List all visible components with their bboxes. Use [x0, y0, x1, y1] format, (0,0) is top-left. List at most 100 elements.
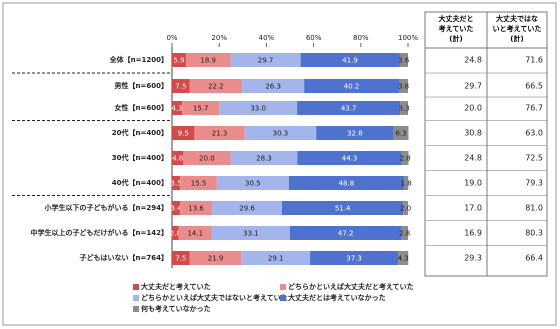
- table-cell: 24.8: [464, 154, 482, 163]
- bar-segment: [297, 151, 402, 165]
- table-cell: 71.6: [525, 56, 543, 65]
- bar-segment: [182, 101, 220, 115]
- data-label: 13.6: [188, 205, 204, 213]
- legend-label: どちらかといえば大丈夫ではないと考えていた: [141, 293, 288, 302]
- data-label: 29.6: [239, 205, 255, 213]
- data-label: 22.2: [208, 83, 224, 91]
- x-tick-label: 20%: [211, 34, 227, 42]
- data-label: 2.0: [400, 205, 411, 213]
- bar-segment: [211, 226, 290, 240]
- data-label: 7.5: [175, 255, 186, 263]
- bar-segment: [172, 126, 195, 140]
- data-label: 3.8: [398, 83, 409, 91]
- data-label: 3.5: [171, 180, 182, 188]
- bar-segment: [300, 53, 400, 67]
- legend-label: 大丈夫だとは考えていなかった: [288, 293, 386, 302]
- bar-segment: [172, 176, 181, 190]
- table-cell: 63.0: [525, 129, 543, 138]
- x-tick-label: 40%: [259, 34, 275, 42]
- data-label: 47.2: [338, 230, 354, 238]
- legend-label: 大丈夫だと考えていた: [141, 282, 211, 291]
- table-frame: [424, 11, 548, 277]
- bar-segment: [212, 201, 282, 215]
- data-label: 4.3: [398, 255, 409, 263]
- frame: [2, 2, 557, 326]
- table-cell: 79.3: [525, 179, 543, 188]
- data-label: 48.8: [339, 180, 355, 188]
- data-label: 14.1: [187, 230, 203, 238]
- table-cell: 29.3: [464, 254, 482, 263]
- bar-segment: [172, 53, 186, 67]
- bar-segment: [189, 79, 243, 93]
- data-label: 30.3: [273, 130, 289, 138]
- bar-segment: [230, 53, 301, 67]
- data-label: 41.9: [342, 57, 358, 65]
- table-header: 大丈夫ではな いと考えていた (計): [492, 15, 542, 43]
- x-tick-label: 60%: [306, 34, 322, 42]
- bar-segment: [172, 251, 190, 265]
- legend-swatch: [133, 284, 139, 290]
- bar-segment: [310, 251, 399, 265]
- bar-segment: [178, 226, 212, 240]
- data-label: 6.3: [395, 130, 406, 138]
- bar-segment: [297, 101, 401, 115]
- category-label: 子どもはいない【n=764】: [80, 253, 168, 262]
- data-label: 7.5: [175, 83, 186, 91]
- data-label: 20.0: [199, 155, 215, 163]
- data-label: 29.1: [268, 255, 284, 263]
- bar-segment: [194, 126, 245, 140]
- x-tick-label: 80%: [353, 34, 369, 42]
- category-label: 30代【n=400】: [112, 153, 168, 162]
- legend-label: 何も考えていなかった: [141, 304, 211, 313]
- bar-segment: [185, 53, 231, 67]
- data-label: 32.8: [347, 130, 363, 138]
- data-label: 15.5: [191, 180, 207, 188]
- bar-segment: [400, 101, 408, 115]
- bar-segment: [290, 226, 402, 240]
- bar-segment: [241, 251, 311, 265]
- data-label: 3.6: [398, 57, 410, 65]
- bar-segment: [219, 101, 298, 115]
- bar-segment: [398, 251, 409, 265]
- table-cell: 17.0: [464, 204, 482, 213]
- data-label: 30.5: [245, 180, 261, 188]
- data-label: 18.9: [200, 57, 216, 65]
- legend-swatch: [133, 306, 139, 312]
- bar-segment: [399, 53, 408, 67]
- data-label: 1.8: [401, 180, 412, 188]
- data-label: 33.1: [243, 230, 259, 238]
- bar-segment: [242, 79, 305, 93]
- table-cell: 20.0: [464, 104, 482, 113]
- table-cell: 29.7: [464, 82, 482, 91]
- data-label: 3.4: [170, 205, 182, 213]
- bar-segment: [230, 151, 298, 165]
- bar-segment: [401, 151, 409, 165]
- table-cell: 19.0: [464, 179, 482, 188]
- data-label: 15.7: [193, 105, 209, 113]
- bar-segment: [304, 79, 400, 93]
- bar-segment: [281, 201, 404, 215]
- data-label: 2.8: [399, 230, 410, 238]
- bar-segment: [172, 151, 184, 165]
- bar-segment: [399, 79, 408, 93]
- data-label: 21.9: [208, 255, 224, 263]
- table-cell: 66.5: [525, 82, 543, 91]
- x-tick-label: 100%: [398, 34, 418, 42]
- category-label: 小学生以下の子どもがいる【n=294】: [44, 203, 168, 212]
- bar-segment: [403, 176, 409, 190]
- data-label: 33.0: [250, 105, 266, 113]
- table-cell: 30.8: [464, 129, 482, 138]
- bar-segment: [288, 176, 404, 190]
- bar-segment: [401, 226, 408, 240]
- category-label: 20代【n=400】: [112, 128, 168, 137]
- data-label: 9.5: [178, 130, 189, 138]
- category-label: 全体【n=1200】: [109, 55, 168, 64]
- data-label: 29.7: [258, 57, 274, 65]
- legend-swatch: [280, 295, 286, 301]
- bar-segment: [172, 79, 190, 93]
- table-cell: 66.4: [525, 254, 543, 263]
- bar-segment: [183, 151, 231, 165]
- legend-swatch: [280, 284, 286, 290]
- data-label: 44.3: [342, 155, 358, 163]
